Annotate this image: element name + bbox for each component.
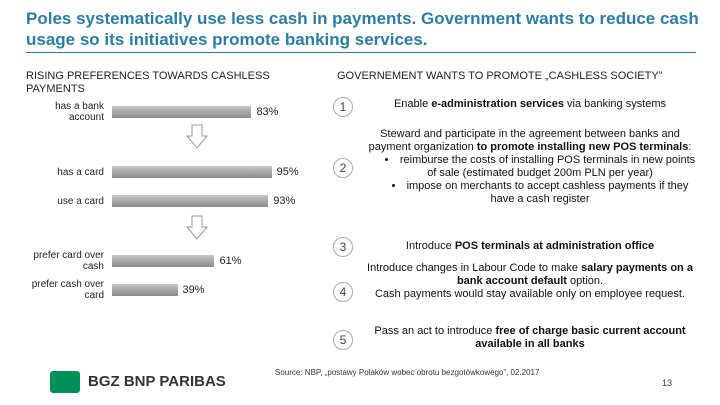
down-arrow	[186, 215, 208, 240]
text-run: reimburse the costs of installing POS te…	[399, 154, 696, 179]
value-label: 93%	[273, 195, 296, 207]
paragraph: Introduce POS terminals at administratio…	[360, 240, 700, 253]
paragraph: Steward and participate in the agreement…	[360, 128, 700, 154]
text-run: Steward and participate in the agreement…	[368, 128, 680, 153]
text-run: free of charge basic current account ava…	[475, 325, 686, 350]
bar	[112, 166, 272, 178]
bar	[112, 106, 252, 118]
text-run: Introduce changes in Labour Code to make	[367, 262, 582, 274]
item-text: Pass an act to introduce free of charge …	[360, 325, 700, 351]
bar	[112, 195, 269, 207]
value-label: 83%	[256, 106, 279, 118]
paragraph: Pass an act to introduce free of charge …	[360, 325, 700, 351]
bullet-item: impose on merchants to accept cashless p…	[380, 180, 700, 206]
text-run: Enable	[393, 98, 432, 110]
category-label: has a bank account	[55, 101, 104, 123]
text-run: Cash payments would stay available only …	[374, 288, 685, 300]
text-run: e-administration services	[431, 98, 564, 110]
text-run: Introduce	[405, 240, 455, 252]
logo-text: BGZ BNP PARIBAS	[88, 373, 226, 390]
chart-title: RISING PREFERENCES TOWARDS CASHLESS PAYM…	[26, 70, 270, 95]
text-run: salary payments on a bank account defaul…	[456, 262, 693, 287]
item-text: Introduce POS terminals at administratio…	[360, 240, 700, 253]
category-label: has a card	[57, 166, 104, 178]
item-text: Enable e-administration services via ban…	[360, 98, 700, 111]
bar	[112, 255, 215, 267]
value-label: 61%	[219, 255, 242, 267]
text-run: via banking systems	[563, 98, 667, 110]
panel-title: GOVERNEMENT WANTS TO PROMOTE „CASHLESS S…	[337, 70, 663, 82]
text-run: to promote installing new POS terminals	[476, 141, 689, 153]
text-run: Pass an act to introduce	[374, 325, 496, 337]
item-text: Introduce changes in Labour Code to make…	[360, 262, 700, 301]
bullet-item: reimburse the costs of installing POS te…	[380, 154, 700, 180]
value-label: 39%	[182, 284, 205, 296]
paragraph: Introduce changes in Labour Code to make…	[360, 262, 700, 288]
bullet-list: reimburse the costs of installing POS te…	[360, 154, 700, 206]
source-note: Source: NBP, „postawy Polaków wobec obro…	[275, 368, 540, 377]
text-run: option.	[566, 275, 604, 287]
paragraph: Enable e-administration services via ban…	[360, 98, 700, 111]
category-label: prefer cash over card	[31, 279, 104, 301]
down-arrow	[186, 124, 208, 149]
text-run: :	[688, 141, 692, 153]
item-text: Steward and participate in the agreement…	[360, 128, 700, 206]
text-run: POS terminals at administration office	[454, 240, 655, 252]
paragraph: Cash payments would stay available only …	[360, 288, 700, 301]
title-rule	[26, 52, 696, 53]
item-number: 4	[333, 282, 353, 302]
item-number: 5	[333, 330, 353, 350]
text-run: impose on merchants to accept cashless p…	[406, 180, 689, 205]
item-number: 3	[333, 237, 353, 257]
value-label: 95%	[276, 166, 299, 178]
slide-title: Poles systematically use less cash in pa…	[26, 9, 699, 49]
category-label: prefer card over cash	[33, 250, 104, 272]
item-number: 2	[333, 158, 353, 178]
page-number: 13	[662, 378, 673, 388]
item-number: 1	[333, 97, 353, 117]
logo-mark	[50, 371, 80, 393]
bar	[112, 284, 178, 296]
category-label: use a card	[57, 195, 104, 207]
